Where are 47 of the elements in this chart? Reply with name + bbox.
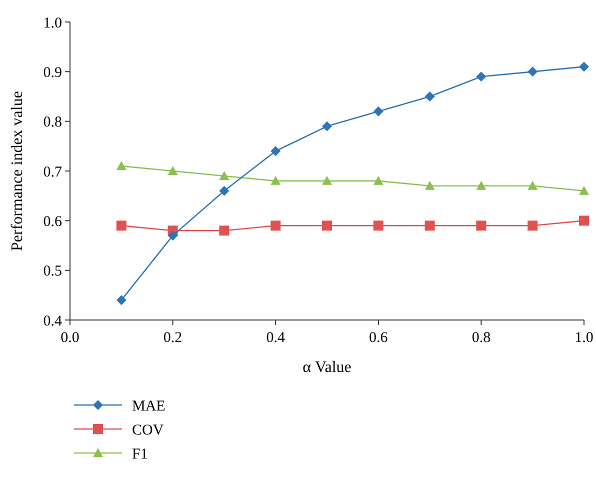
point <box>424 92 435 102</box>
point <box>476 220 486 231</box>
point <box>373 176 384 185</box>
point <box>322 220 332 231</box>
point <box>322 176 332 185</box>
point <box>270 146 281 156</box>
legend-label: F1 <box>132 446 148 462</box>
x-axis-title: α Value <box>302 359 352 376</box>
x-tick-label: 0.6 <box>369 330 388 346</box>
legend-label: COV <box>132 422 164 438</box>
legend-label: MAE <box>132 398 166 414</box>
y-tick-label: 1.0 <box>43 15 62 32</box>
point <box>219 226 230 236</box>
y-tick-label: 0.5 <box>43 264 62 280</box>
y-tick-label: 0.9 <box>43 64 62 81</box>
point <box>528 220 538 231</box>
y-tick-label: 0.8 <box>43 114 62 131</box>
point <box>476 180 486 190</box>
point <box>219 186 230 196</box>
x-tick-label: 0.4 <box>266 330 286 346</box>
point <box>476 72 486 82</box>
x-tick-label: 0.8 <box>472 330 491 346</box>
point <box>528 180 538 190</box>
point <box>579 216 589 226</box>
point <box>373 220 384 231</box>
point <box>116 161 126 170</box>
point <box>219 170 230 180</box>
point <box>270 220 281 231</box>
point <box>579 186 589 195</box>
x-tick-label: 0.2 <box>163 330 182 346</box>
point <box>322 121 332 132</box>
point <box>168 230 178 241</box>
y-tick-label: 0.7 <box>43 164 62 180</box>
point <box>373 106 384 116</box>
y-tick-label: 0.4 <box>43 313 62 330</box>
point <box>116 220 126 231</box>
x-tick-label: 1.0 <box>574 330 594 346</box>
point <box>168 166 178 175</box>
point <box>270 176 281 185</box>
point <box>424 180 435 190</box>
y-axis-title: Performance index value <box>9 91 26 251</box>
point <box>116 295 126 306</box>
x-tick-label: 0.0 <box>60 330 80 346</box>
point <box>424 220 435 231</box>
point <box>528 66 538 77</box>
point <box>579 62 589 72</box>
y-tick-label: 0.6 <box>43 214 62 230</box>
